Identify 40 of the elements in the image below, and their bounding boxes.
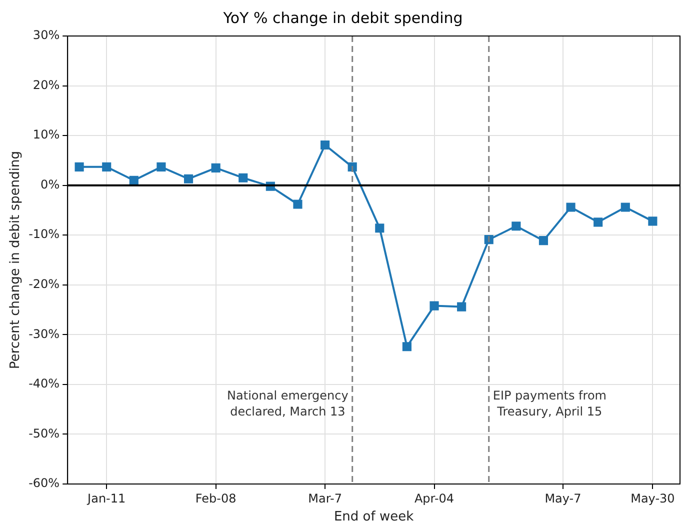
y-tick-label: 20% (32, 78, 60, 92)
point (102, 162, 112, 172)
point (211, 163, 220, 172)
ref-line-label: EIP payments from Treasury, April 15 (492, 388, 606, 418)
point (129, 176, 138, 185)
y-tick-label: -60% (28, 476, 60, 490)
point (156, 162, 166, 172)
y-tick-label: 10% (32, 128, 60, 142)
y-tick-label: 0% (40, 177, 60, 192)
x-axis-title: End of week (334, 510, 414, 525)
point (457, 302, 466, 312)
y-axis-title: Percent change in debit spending (8, 151, 24, 369)
y-tick-label: 30% (32, 28, 60, 42)
point (648, 216, 658, 226)
point (402, 342, 412, 352)
point (566, 202, 576, 212)
y-tick-label: -50% (28, 426, 60, 440)
y-tick-label: -30% (28, 326, 60, 341)
y-tick-label: -10% (28, 227, 60, 242)
x-tick-label: May-7 (544, 491, 582, 506)
x-tick-label: May-30 (630, 491, 675, 506)
x-tick-label: Mar-7 (308, 491, 342, 506)
point (375, 224, 384, 233)
point (293, 200, 302, 209)
point (184, 174, 194, 184)
point (620, 202, 630, 212)
x-tick-label: Jan-11 (86, 491, 126, 506)
y-tick-label: -40% (28, 376, 60, 391)
point (594, 218, 603, 227)
point (430, 301, 439, 310)
point (512, 222, 521, 231)
point (74, 162, 84, 172)
chart-title: YoY % change in debit spending (222, 8, 463, 27)
y-tick-label: -20% (28, 277, 60, 292)
point (238, 173, 248, 182)
x-tick-label: Apr-04 (414, 491, 454, 506)
ref-line-label: National emergency declared, March 13 (227, 388, 348, 418)
x-tick-label: Feb-08 (195, 491, 236, 506)
point (538, 236, 548, 246)
point (320, 140, 330, 150)
